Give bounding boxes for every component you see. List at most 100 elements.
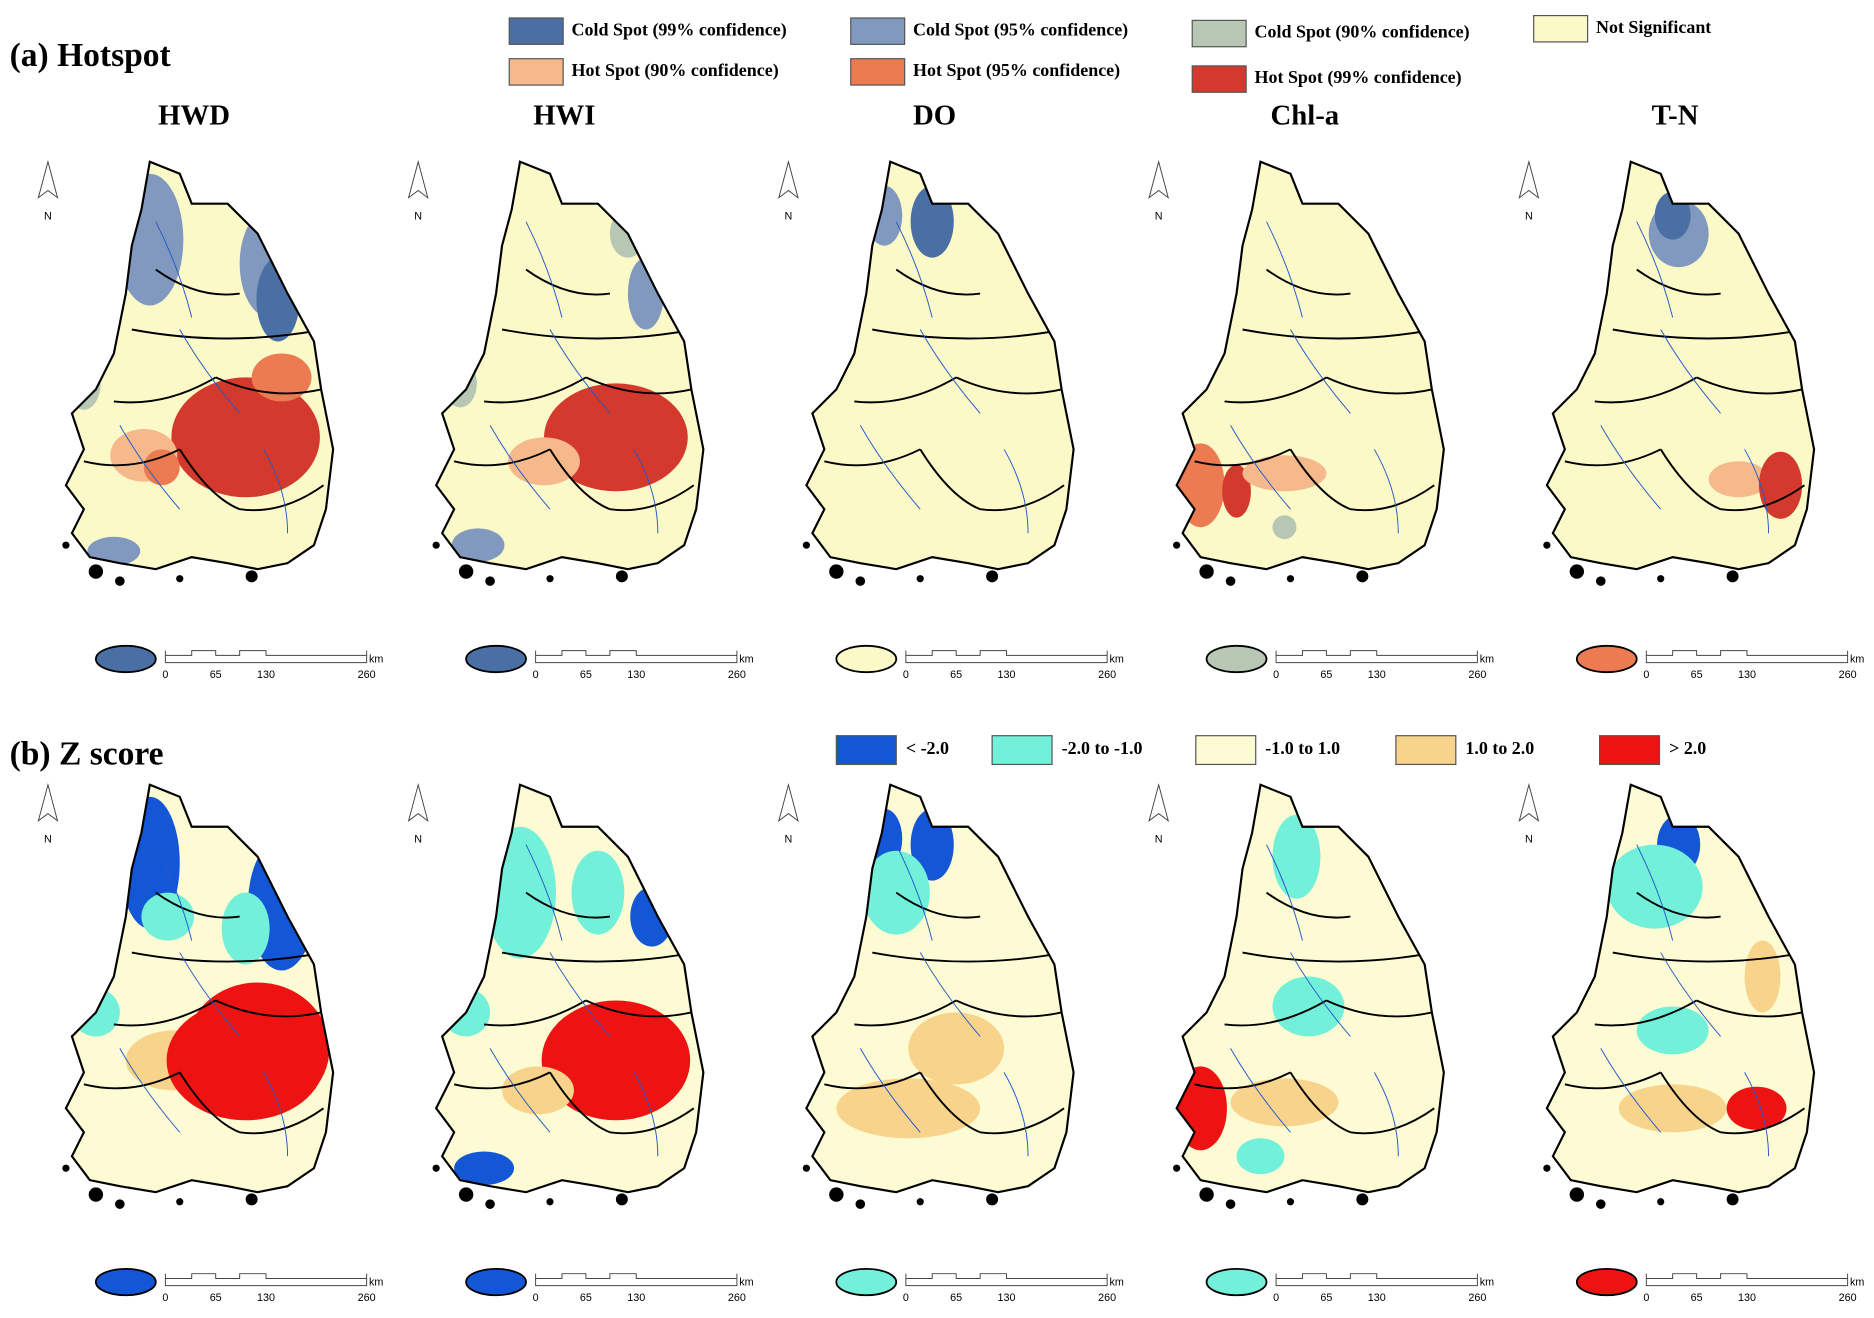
basin-border — [824, 1071, 921, 1090]
scale-label: 260 — [1839, 1292, 1857, 1304]
jeju — [835, 1267, 898, 1297]
scale-bar — [1645, 1273, 1849, 1287]
scale-label: 65 — [1320, 669, 1332, 681]
north-arrow — [778, 782, 799, 822]
scale-label: 130 — [998, 1292, 1016, 1304]
scale-label: 0 — [533, 669, 539, 681]
scale-unit: km — [1480, 1277, 1494, 1289]
basin-border — [1242, 951, 1435, 963]
region — [1726, 1086, 1787, 1130]
island — [1569, 564, 1585, 579]
basin-border — [1194, 448, 1291, 467]
scale-label: 260 — [728, 669, 746, 681]
basin-border — [824, 448, 921, 467]
basin-border — [83, 448, 181, 467]
region — [251, 353, 312, 402]
scale-label: 0 — [162, 669, 168, 681]
north-arrow — [407, 782, 429, 822]
basin-border — [872, 951, 1065, 963]
island — [1225, 576, 1236, 586]
regions — [442, 826, 695, 1186]
river — [919, 329, 981, 414]
island — [1543, 1164, 1551, 1172]
river — [859, 425, 921, 510]
region — [1242, 455, 1327, 492]
legend-label: -1.0 to 1.0 — [1265, 738, 1340, 758]
region — [910, 185, 954, 258]
island — [485, 1199, 495, 1209]
region — [1230, 1078, 1339, 1127]
map: N 0 65 130 260 km — [778, 782, 1124, 1304]
river — [525, 844, 563, 941]
island — [432, 1164, 440, 1172]
basin-border — [1696, 376, 1803, 395]
basin-border — [854, 999, 957, 1027]
map-title: HWI — [533, 100, 595, 132]
basin-border — [155, 891, 240, 919]
basin-border — [1636, 891, 1721, 919]
scale-label: 0 — [1273, 1292, 1279, 1304]
map: N 0 65 130 260 km — [37, 782, 383, 1304]
basin-border — [955, 376, 1062, 395]
basin-border — [215, 999, 322, 1018]
island — [1286, 575, 1295, 583]
scale-label: 260 — [1468, 669, 1486, 681]
basin-border — [1594, 999, 1698, 1027]
river — [1003, 449, 1029, 534]
north-label: N — [44, 210, 52, 222]
river — [1744, 449, 1770, 534]
scale-label: 65 — [210, 1292, 222, 1304]
island — [176, 575, 184, 583]
island — [546, 1198, 554, 1206]
basin-border — [1350, 1107, 1435, 1135]
island — [1173, 541, 1181, 549]
land — [436, 161, 704, 570]
scale-label: 65 — [950, 669, 962, 681]
legend-label: Hot Spot (90% confidence) — [572, 60, 779, 81]
basin-border — [501, 328, 694, 340]
region — [1636, 1006, 1709, 1055]
legend-label: > 2.0 — [1669, 738, 1706, 758]
island — [1356, 570, 1369, 583]
river — [1373, 1072, 1399, 1157]
north-label: N — [1155, 833, 1163, 845]
island — [115, 576, 125, 586]
basin-border — [1720, 1107, 1806, 1135]
region — [571, 850, 625, 935]
scale-label: 260 — [1839, 669, 1857, 681]
scale-unit: km — [1850, 654, 1864, 666]
river — [1636, 221, 1674, 318]
basin-border — [1659, 1071, 1721, 1134]
basin-border — [895, 268, 981, 296]
river — [1003, 1072, 1029, 1157]
basin-border — [1564, 1071, 1662, 1090]
region — [1272, 814, 1321, 899]
island — [1199, 564, 1214, 579]
scale-label: 260 — [1098, 1292, 1116, 1304]
region — [454, 1151, 515, 1186]
island — [432, 541, 440, 549]
map-title: T-N — [1652, 100, 1699, 132]
basin-border — [239, 1107, 325, 1135]
region — [630, 886, 674, 947]
river — [633, 1072, 659, 1157]
river — [1744, 1072, 1770, 1157]
region — [1236, 1138, 1285, 1175]
basin-border — [1612, 951, 1805, 963]
river — [859, 1048, 921, 1133]
scale-label: 130 — [627, 669, 645, 681]
scale-label: 130 — [257, 1292, 275, 1304]
region — [836, 1078, 981, 1139]
island — [1543, 541, 1551, 549]
region — [256, 257, 300, 342]
north-arrow — [1148, 159, 1170, 199]
river — [1600, 1048, 1662, 1133]
island — [615, 1193, 628, 1206]
basin-border — [1265, 891, 1351, 919]
island — [1199, 1187, 1214, 1202]
basin-border — [178, 448, 241, 511]
basin-border — [453, 1071, 551, 1090]
map: N 0 65 130 260 km — [1518, 159, 1864, 681]
jeju — [94, 644, 157, 674]
